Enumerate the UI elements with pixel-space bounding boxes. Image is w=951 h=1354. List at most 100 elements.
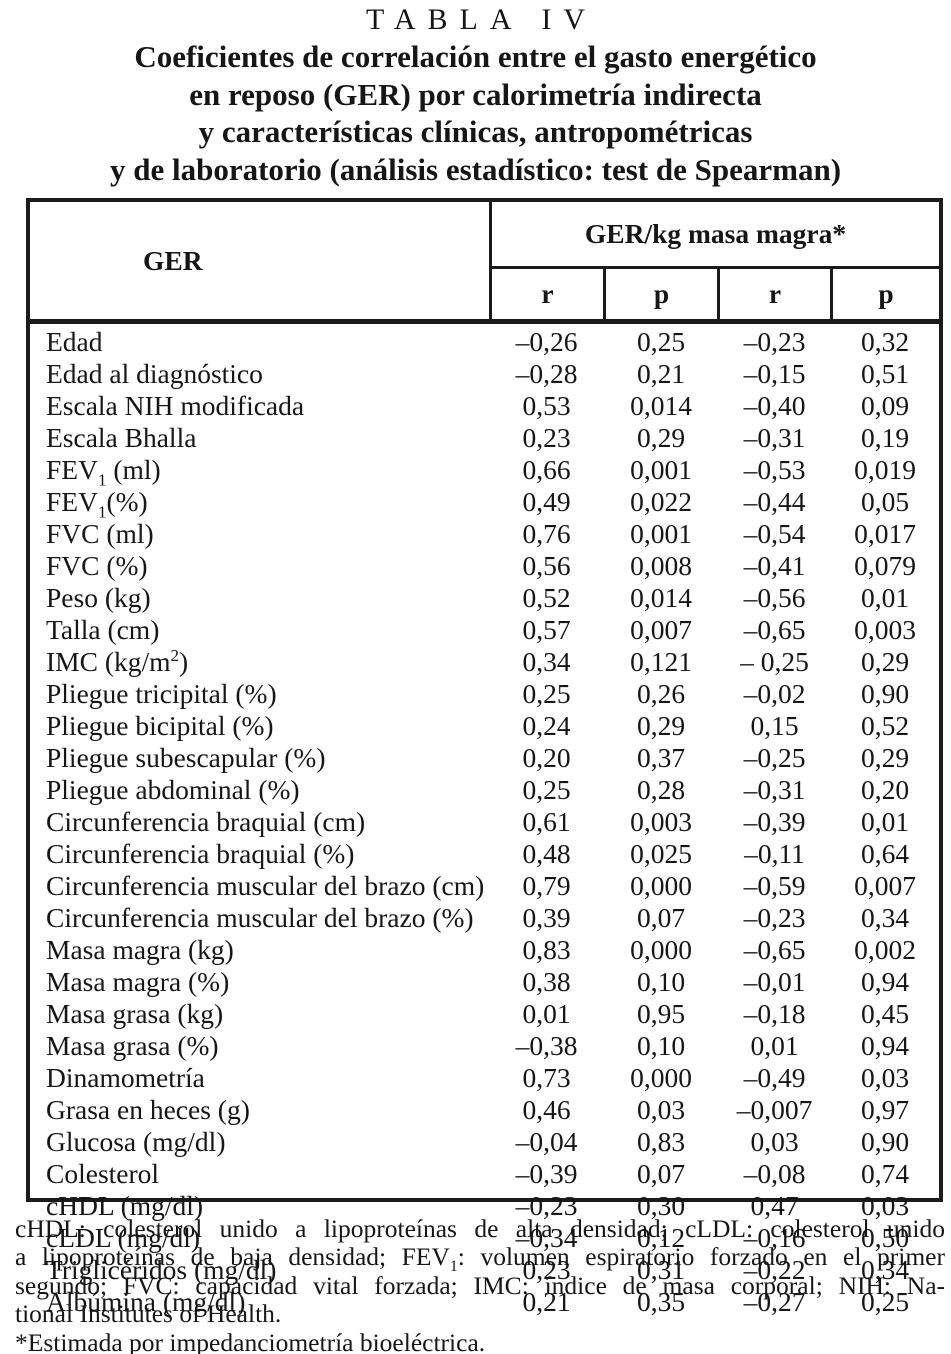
table-row: cHDL (mg/dl) –0,23 0,30 0,47 0,03: [30, 1190, 939, 1222]
row-value: 0,10: [636, 966, 686, 997]
row-value: 0,95: [636, 998, 686, 1029]
row-label: Masa grasa (kg): [46, 998, 224, 1029]
row-value: 0,39: [522, 902, 571, 933]
row-value: –0,28: [515, 358, 578, 389]
row-value: –0,16: [743, 1222, 806, 1253]
row-label: Pliegue bicipital (%): [46, 710, 274, 741]
row-value: 0,15: [750, 710, 799, 741]
table-row: Circunferencia braquial (cm) 0,61 0,003 –0,…: [30, 806, 939, 838]
table-row: Circunferencia muscular del brazo (%) 0,3…: [30, 902, 939, 934]
row-label: FEV1 (ml): [46, 454, 161, 490]
row-value: 0,49: [522, 486, 571, 517]
row-value: 0,07: [636, 1158, 686, 1189]
row-value: –0,59: [743, 870, 806, 901]
row-value: –0,54: [743, 518, 806, 549]
row-value: 0,94: [860, 1030, 910, 1061]
row-value: –0,08: [743, 1158, 806, 1189]
row-value: 0,23: [522, 1254, 571, 1285]
row-value: 0,53: [522, 390, 571, 421]
row-value: 0,000: [630, 870, 692, 901]
row-value: 0,03: [636, 1094, 686, 1125]
row-value: 0,34: [522, 646, 571, 677]
row-value: 0,03: [860, 1190, 910, 1221]
row-value: 0,007: [630, 614, 692, 645]
table-row: Pliegue tricipital (%) 0,25 0,26 –0,02 0,90: [30, 678, 939, 710]
row-value: 0,56: [522, 550, 571, 581]
table-row: Masa grasa (%) –0,38 0,10 0,01 0,94: [30, 1030, 939, 1062]
row-value: 0,022: [630, 486, 692, 517]
row-label: FVC (ml): [46, 518, 154, 549]
table-row: Talla (cm) 0,57 0,007 –0,65 0,003: [30, 614, 939, 646]
row-value: –0,65: [743, 934, 806, 965]
row-value: 0,12: [636, 1222, 686, 1253]
row-label: Albúmina (mg/dl): [46, 1286, 246, 1317]
row-value: –0,23: [743, 326, 806, 357]
table-row: Masa grasa (kg) 0,01 0,95 –0,18 0,45: [30, 998, 939, 1030]
row-label: Triglicéridos (mg/dl): [46, 1254, 277, 1285]
row-value: 0,025: [630, 838, 692, 869]
row-value: – 0,25: [740, 646, 809, 677]
row-value: 0,019: [854, 454, 916, 485]
row-label: cHDL (mg/dl): [46, 1190, 204, 1221]
row-value: 0,25: [522, 678, 571, 709]
row-value: 0,003: [854, 614, 916, 645]
row-label: Masa magra (kg): [46, 934, 234, 965]
row-value: 0,25: [860, 1286, 910, 1317]
table-row: cLDL (mg/dl) –0,34 0,12 –0,16 0,50: [30, 1222, 939, 1254]
table-title-line: y de laboratorio (análisis estadístico: …: [109, 151, 842, 187]
row-value: 0,94: [860, 966, 910, 997]
footnote: cHDL: colesterol unido a lipoproteínas d…: [15, 1214, 945, 1354]
table-row: Albúmina (mg/dl) 0,21 0,35 –0,27 0,25: [30, 1286, 939, 1318]
row-value: 0,51: [860, 358, 910, 389]
row-value: 0,24: [522, 710, 571, 741]
row-value: 0,19: [860, 422, 910, 453]
row-value: –0,65: [743, 614, 806, 645]
row-value: 0,66: [522, 454, 571, 485]
subheader-cell: r: [492, 269, 606, 319]
row-value: 0,79: [522, 870, 571, 901]
row-value: –0,22: [743, 1254, 806, 1285]
row-value: –0,27: [743, 1286, 806, 1317]
row-label: IMC (kg/m2): [46, 645, 189, 677]
row-value: –0,11: [744, 838, 805, 869]
row-label: Grasa en heces (g): [46, 1094, 250, 1125]
table-row: Grasa en heces (g) 0,46 0,03 –0,007 0,97: [30, 1094, 939, 1126]
footnote-note: *Estimada por impedanciometría bioeléctr…: [15, 1327, 486, 1354]
row-value: 0,76: [522, 518, 571, 549]
row-value: 0,20: [860, 774, 910, 805]
column-header-ger: GER: [30, 202, 492, 319]
row-value: –0,41: [743, 550, 806, 581]
row-value: 0,52: [860, 710, 910, 741]
row-value: 0,26: [636, 678, 686, 709]
row-value: –0,25: [743, 742, 806, 773]
row-value: 0,01: [522, 998, 571, 1029]
row-label: Pliegue subescapular (%): [46, 742, 326, 773]
row-value: 0,121: [630, 646, 692, 677]
table-title-line: y características clínicas, antropométri…: [198, 114, 753, 149]
row-value: 0,37: [636, 742, 686, 773]
row-value: 0,09: [860, 390, 910, 421]
row-value: 0,61: [522, 806, 571, 837]
row-value: 0,35: [636, 1286, 686, 1317]
row-value: 0,29: [860, 646, 910, 677]
row-value: 0,34: [860, 1254, 910, 1285]
row-label: Colesterol: [46, 1158, 160, 1189]
table-row: Triglicéridos (mg/dl) 0,23 0,31 –0,22 0,34: [30, 1254, 939, 1286]
table-row: Edad al diagnóstico –0,28 0,21 –0,15 0,51: [30, 358, 939, 390]
row-value: 0,01: [860, 582, 910, 613]
row-value: 0,46: [522, 1094, 571, 1125]
table-row: Dinamometría 0,73 0,000 –0,49 0,03: [30, 1062, 939, 1094]
row-label: cLDL (mg/dl): [46, 1222, 201, 1253]
row-value: 0,32: [860, 326, 910, 357]
column-header-group: GER/kg masa magra*: [492, 202, 939, 269]
table-label: TABLA IV: [365, 3, 598, 36]
table-row: Escala Bhalla 0,23 0,29 –0,31 0,19: [30, 422, 939, 454]
row-value: 0,20: [522, 742, 571, 773]
table-row: Pliegue abdominal (%) 0,25 0,28 –0,31 0,20: [30, 774, 939, 806]
row-value: –0,31: [743, 774, 806, 805]
row-value: 0,34: [860, 902, 910, 933]
footnote-line: cHDL: colesterol unido a lipoproteínas d…: [15, 1214, 945, 1243]
row-value: 0,90: [860, 1126, 910, 1157]
row-value: 0,48: [522, 838, 571, 869]
